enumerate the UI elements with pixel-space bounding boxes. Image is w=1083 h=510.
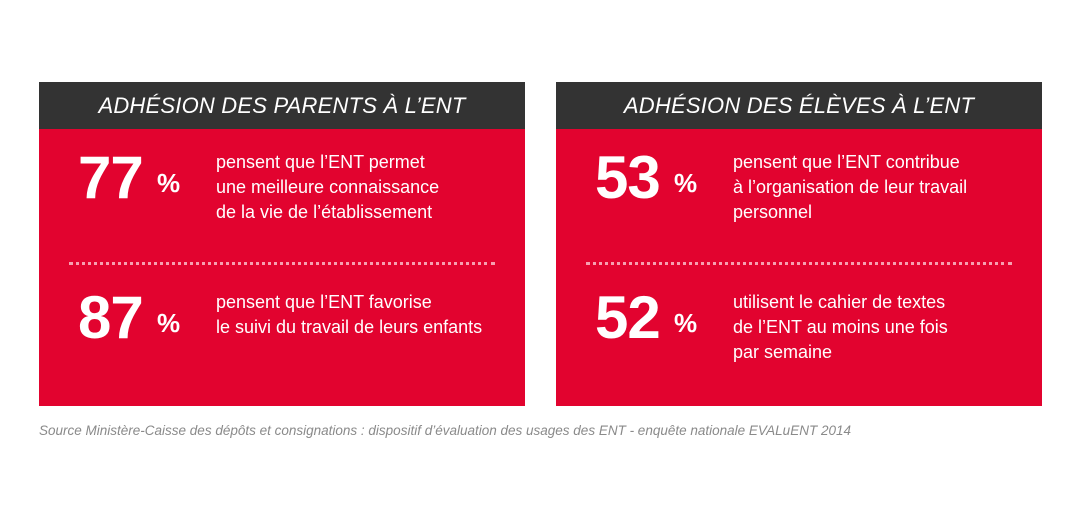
stat-percent-sign: % xyxy=(157,308,181,338)
parents-stat-knowledge: 77 % pensent que l’ENT permet une meille… xyxy=(39,144,525,224)
stat-percent-sign: % xyxy=(674,168,698,198)
parents-stat-followup: 87 % pensent que l’ENT favorise le suivi… xyxy=(39,284,525,364)
stat-description: utilisent le cahier de textes de l’ENT a… xyxy=(733,292,948,362)
students-panel-title: ADHÉSION DES ÉLÈVES À L’ENT xyxy=(556,82,1042,129)
stat-value: 77 xyxy=(78,144,144,211)
students-stat-textbook: 52 % utilisent le cahier de textes de l’… xyxy=(556,284,1042,364)
parents-panel: ADHÉSION DES PARENTS À L’ENT 77 % pensen… xyxy=(39,82,525,406)
stat-percent-sign: % xyxy=(157,168,181,198)
stat-value: 52 xyxy=(595,284,661,351)
parents-panel-title: ADHÉSION DES PARENTS À L’ENT xyxy=(39,82,525,129)
dotted-divider xyxy=(586,262,1012,265)
students-stat-organisation: 53 % pensent que l’ENT contribue à l’org… xyxy=(556,144,1042,224)
stat-percent-sign: % xyxy=(674,308,698,338)
stat-description: pensent que l’ENT favorise le suivi du t… xyxy=(216,292,483,337)
dotted-divider xyxy=(69,262,495,265)
students-panel: ADHÉSION DES ÉLÈVES À L’ENT 53 % pensent… xyxy=(556,82,1042,406)
stat-description: pensent que l’ENT permet une meilleure c… xyxy=(216,152,440,222)
stat-value: 53 xyxy=(595,144,661,211)
source-caption: Source Ministère-Caisse des dépôts et co… xyxy=(39,423,851,438)
stat-description: pensent que l’ENT contribue à l’organisa… xyxy=(733,152,968,222)
stat-value: 87 xyxy=(78,284,144,351)
